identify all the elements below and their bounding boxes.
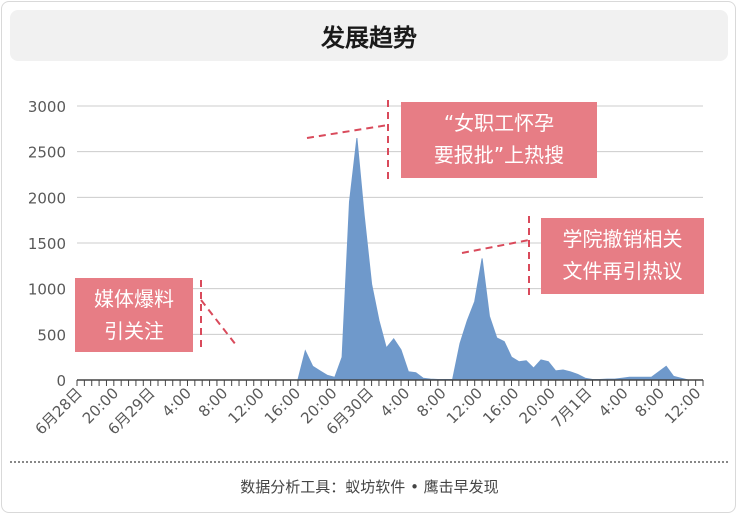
y-tick-label: 0: [56, 372, 66, 390]
annotation-label: “女职工怀孕: [444, 111, 554, 135]
x-tick-label: 12:00: [224, 384, 267, 427]
y-tick-label: 3000: [28, 98, 66, 116]
x-tick-label: 12:00: [661, 384, 704, 427]
y-tick-label: 1000: [28, 281, 66, 299]
x-tick-label: 16:00: [261, 384, 304, 427]
y-tick-label: 500: [37, 326, 66, 344]
annotation-label: 文件再引热议: [563, 259, 683, 283]
x-tick-label: 16:00: [479, 384, 522, 427]
annotation-box: [75, 278, 193, 352]
x-tick-label: 7月1日: [548, 384, 595, 431]
annotation-label: 引关注: [104, 319, 164, 343]
annotation-connector: [200, 299, 237, 346]
annotation-label: 媒体爆料: [94, 287, 174, 311]
annotation-box: [401, 102, 597, 178]
x-tick-label: 6月28日: [32, 384, 86, 438]
chart-title: 发展趋势: [10, 10, 728, 61]
x-tick-label: 4:00: [158, 384, 195, 421]
annotation-label: 要报批”上热搜: [434, 143, 564, 167]
annotation-box: [541, 218, 704, 294]
x-tick-label: 12:00: [443, 384, 486, 427]
x-tick-label: 4:00: [595, 384, 632, 421]
footer-divider: [10, 461, 728, 463]
annotation-label: 学院撤销相关: [563, 227, 683, 251]
x-tick-label: 4:00: [377, 384, 414, 421]
y-tick-label: 2500: [28, 144, 66, 162]
annotation-connector: [306, 124, 389, 139]
y-tick-label: 1500: [28, 235, 66, 253]
annotation-connector: [461, 239, 530, 254]
y-tick-label: 2000: [28, 189, 66, 207]
footer-credit: 数据分析工具：蚁坊软件 • 鹰击早发现: [240, 478, 499, 496]
